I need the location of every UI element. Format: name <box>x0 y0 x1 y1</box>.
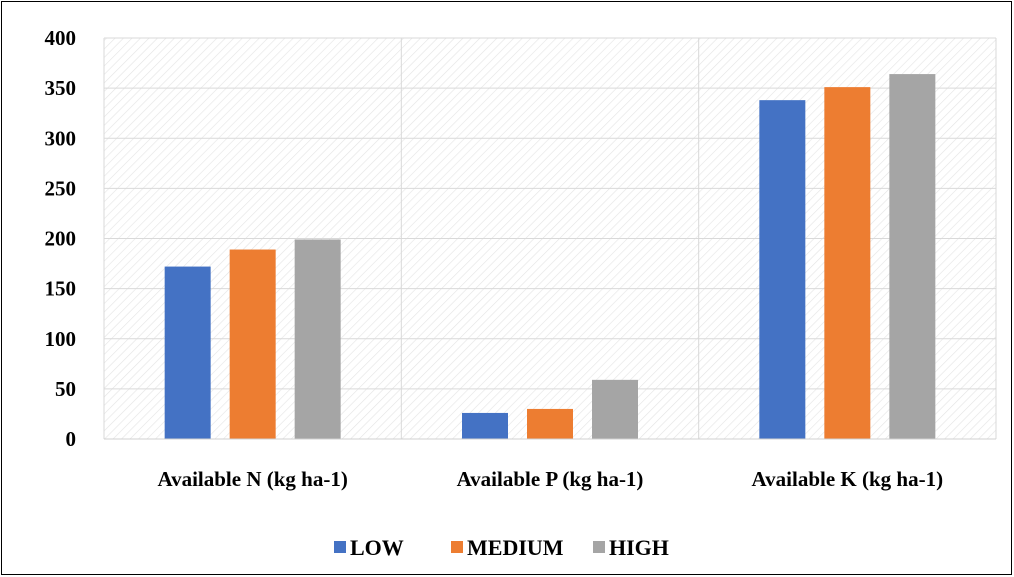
bar-high <box>294 239 341 439</box>
bars <box>164 74 936 439</box>
y-tick-label: 50 <box>55 377 76 401</box>
bar-low <box>759 100 806 439</box>
y-tick-label: 400 <box>45 26 77 50</box>
bar-low <box>164 266 211 439</box>
y-tick-label: 100 <box>45 327 77 351</box>
legend: LOW MEDIUM HIGH <box>334 535 669 560</box>
x-tick-label: Available N (kg ha-1) <box>157 467 347 491</box>
x-tick-label: Available K (kg ha-1) <box>752 467 944 491</box>
legend-label: LOW <box>350 535 404 560</box>
bar-medium <box>527 408 573 439</box>
y-tick-label: 200 <box>45 227 77 251</box>
x-axis-labels: Available N (kg ha-1) Available P (kg ha-… <box>157 467 943 491</box>
legend-label: MEDIUM <box>467 535 564 560</box>
y-tick-label: 250 <box>45 176 77 200</box>
bar-high <box>889 74 936 439</box>
legend-label: HIGH <box>609 535 669 560</box>
y-tick-label: 300 <box>45 126 77 150</box>
legend-swatch-low <box>334 541 346 553</box>
bar-low <box>462 412 508 439</box>
y-axis-ticks: 0 50 100 150 200 250 300 350 400 <box>45 26 77 451</box>
y-tick-label: 150 <box>45 277 77 301</box>
legend-swatch-medium <box>451 541 463 553</box>
y-tick-label: 0 <box>66 427 77 451</box>
x-tick-label: Available P (kg ha-1) <box>457 467 644 491</box>
y-tick-label: 350 <box>45 76 77 100</box>
bar-medium <box>824 87 871 439</box>
bar-medium <box>229 249 276 439</box>
bar-high <box>592 379 638 439</box>
legend-swatch-high <box>593 541 605 553</box>
